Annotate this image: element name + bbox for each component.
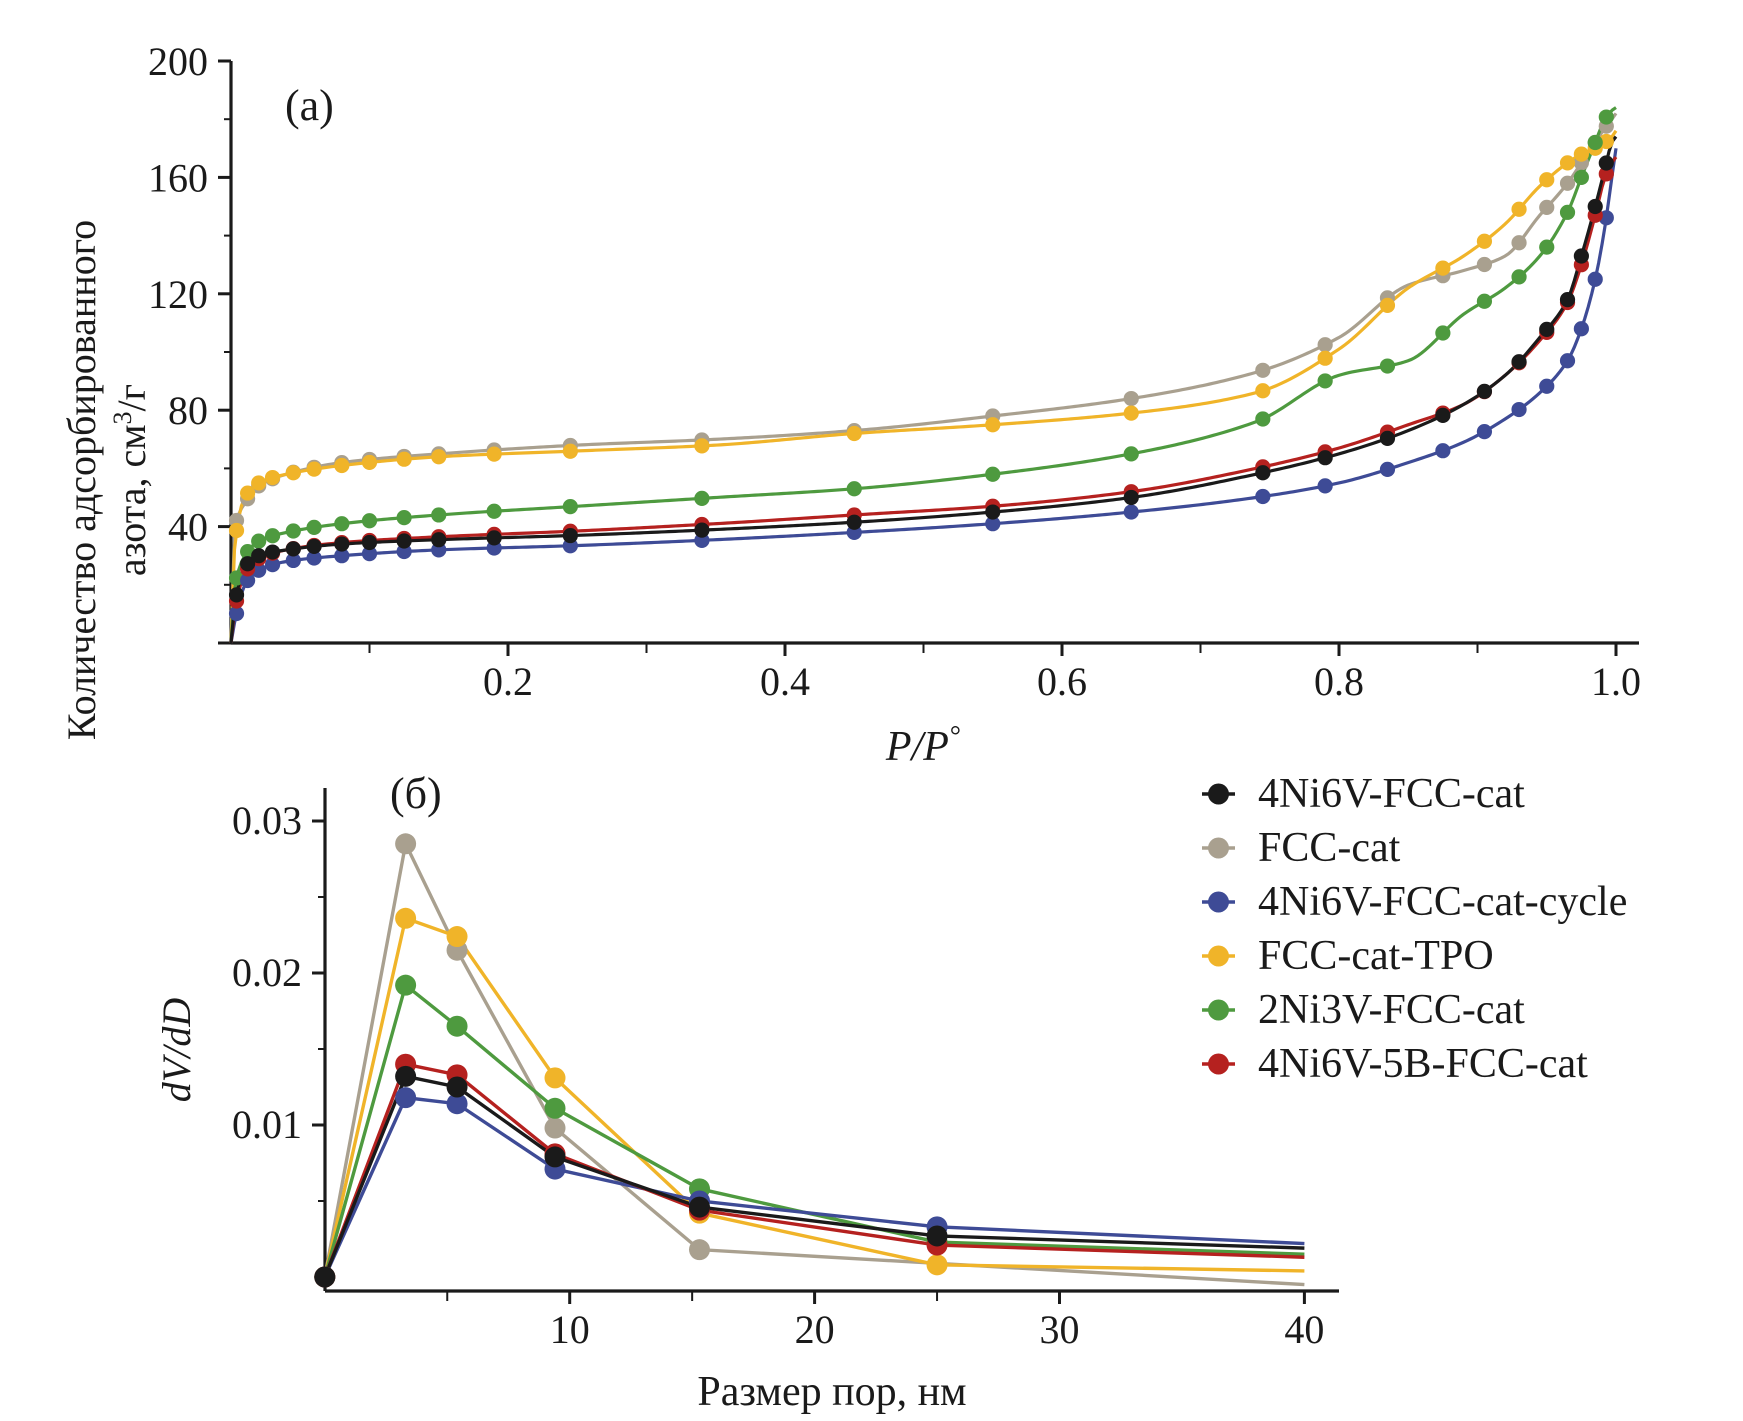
svg-text:40: 40 — [1284, 1307, 1324, 1352]
svg-text:0.4: 0.4 — [760, 659, 810, 704]
svg-text:P/P°: P/P° — [885, 721, 960, 771]
svg-text:FCC-cat: FCC-cat — [1258, 825, 1401, 871]
svg-text:1.0: 1.0 — [1591, 659, 1641, 704]
svg-text:(б): (б) — [390, 769, 442, 818]
svg-text:80: 80 — [168, 388, 208, 433]
svg-text:4Ni6V-5B-FCC-cat: 4Ni6V-5B-FCC-cat — [1258, 1041, 1588, 1087]
svg-text:0.02: 0.02 — [232, 950, 302, 995]
svg-text:2Ni3V-FCC-cat: 2Ni3V-FCC-cat — [1258, 987, 1525, 1033]
svg-text:(a): (a) — [285, 81, 334, 130]
svg-text:40: 40 — [168, 505, 208, 550]
svg-text:FCC-cat-TPO: FCC-cat-TPO — [1258, 933, 1494, 979]
svg-text:200: 200 — [148, 39, 208, 84]
svg-text:0.01: 0.01 — [232, 1102, 302, 1147]
svg-text:4Ni6V-FCC-cat: 4Ni6V-FCC-cat — [1258, 771, 1525, 817]
svg-text:30: 30 — [1040, 1307, 1080, 1352]
svg-text:0.2: 0.2 — [483, 659, 533, 704]
svg-text:120: 120 — [148, 272, 208, 317]
svg-text:10: 10 — [550, 1307, 590, 1352]
svg-text:Количество адсорбированного: Количество адсорбированного — [59, 220, 104, 740]
svg-text:0.6: 0.6 — [1037, 659, 1087, 704]
svg-text:0.03: 0.03 — [232, 798, 302, 843]
svg-text:0.8: 0.8 — [1314, 659, 1364, 704]
svg-text:Размер пор, нм: Размер пор, нм — [697, 1369, 966, 1415]
svg-text:160: 160 — [148, 155, 208, 200]
svg-text:20: 20 — [795, 1307, 835, 1352]
svg-text:4Ni6V-FCC-cat-cycle: 4Ni6V-FCC-cat-cycle — [1258, 879, 1627, 925]
svg-text:dV/dD: dV/dD — [154, 998, 199, 1103]
